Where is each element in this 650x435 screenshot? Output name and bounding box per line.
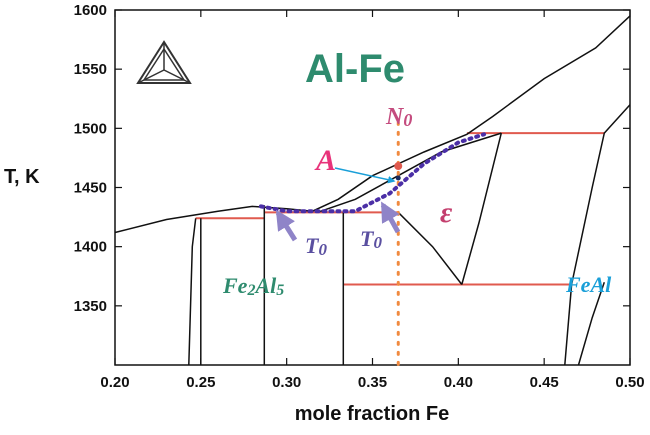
boundary-eps-left-bottom — [397, 211, 463, 285]
boundary-eps-right — [461, 132, 503, 285]
epsilon-phase-label: ε — [440, 196, 453, 229]
t0-left-arrow — [275, 209, 298, 242]
y-tick-label-5: 1600 — [74, 2, 107, 19]
y-tick-label-0: 1350 — [74, 298, 107, 315]
feal-phase-label: FeAl — [565, 272, 612, 297]
boundary-feal-lower — [577, 281, 606, 366]
point-a-label: A — [314, 144, 336, 177]
x-tick-label-6: 0.50 — [615, 374, 644, 391]
boundary-solidus-left — [188, 218, 197, 366]
x-tick-label-2: 0.30 — [272, 374, 301, 391]
n0-label: N0 — [385, 104, 412, 130]
point-a-arrow — [334, 167, 396, 184]
x-tick-label-5: 0.45 — [530, 374, 559, 391]
boundary-eps-solidus — [317, 132, 502, 214]
t0-right-arrow — [380, 201, 401, 234]
boundary-liquidus — [114, 15, 631, 234]
x-axis-title: mole fraction Fe — [295, 403, 449, 425]
y-tick-label-1: 1400 — [74, 239, 107, 256]
x-tick-label-0: 0.20 — [100, 374, 129, 391]
phase-boundaries — [114, 15, 631, 366]
x-tick-label-3: 0.35 — [358, 374, 387, 391]
x-tick-label-1: 0.25 — [186, 374, 215, 391]
boundary-feal-left — [564, 104, 631, 366]
point-a-center — [395, 175, 401, 181]
invariant-lines — [195, 132, 605, 286]
x-axis-ticks: 0.20 0.25 0.30 0.35 0.40 0.45 0.50 — [100, 10, 645, 391]
chart-title: Al-Fe — [305, 47, 405, 91]
t0-left-label: T0 — [305, 233, 327, 259]
y-tick-label-4: 1550 — [74, 61, 107, 78]
y-axis-title: T, K — [4, 166, 40, 188]
t0-right-label: T0 — [360, 226, 382, 252]
point-a-marker — [394, 162, 403, 171]
x-tick-label-4: 0.40 — [444, 374, 473, 391]
thermocalc-logo-icon — [136, 40, 192, 84]
fe2al5-phase-label: Fe2Al5 — [222, 273, 284, 299]
y-axis-ticks: 1350 1400 1450 1500 1550 1600 — [74, 2, 630, 315]
y-tick-label-3: 1500 — [74, 120, 107, 137]
y-tick-label-2: 1450 — [74, 180, 107, 197]
